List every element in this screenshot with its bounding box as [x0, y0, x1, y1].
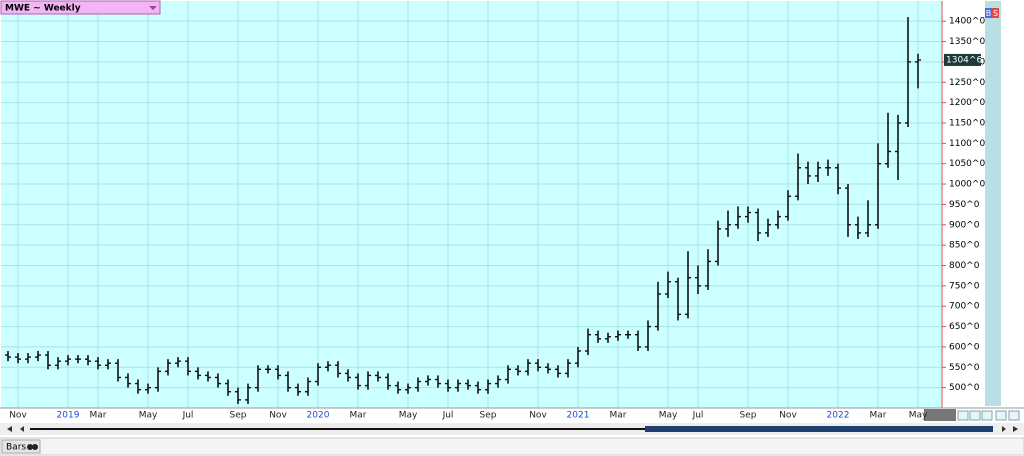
sell-label[interactable]: S	[993, 9, 998, 18]
y-tick-label: 1350^0	[949, 37, 985, 47]
last-price-label: 1304^6	[946, 55, 982, 65]
x-tick-label: Mar	[350, 411, 367, 421]
x-tick-label: Jul	[182, 411, 194, 421]
x-tick-label: 2022	[827, 411, 850, 421]
x-tick-label: Nov	[269, 411, 287, 421]
x-tick-label: Mar	[610, 411, 627, 421]
x-tick-label: Mar	[870, 411, 887, 421]
x-tick-label: Sep	[230, 411, 247, 421]
x-tick-label: 2019	[57, 411, 80, 421]
x-tick-label: Mar	[90, 411, 107, 421]
tab-label[interactable]: Bars	[6, 443, 26, 453]
y-tick-label: 750^0	[949, 281, 980, 291]
y-tick-label: 700^0	[949, 302, 980, 312]
scroll-right[interactable]	[1013, 426, 1018, 432]
grid	[1, 1, 942, 408]
dropdown-arrow[interactable]	[149, 6, 157, 10]
symbol-box[interactable]	[0, 0, 161, 15]
y-tick-label: 850^0	[949, 241, 980, 251]
chart-title: MWE ~ Weekly	[5, 4, 81, 14]
x-tick-label: Nov	[9, 411, 27, 421]
x-tick-label: May	[399, 411, 418, 421]
y-tick-label: 650^0	[949, 322, 980, 332]
x-tick-label: May	[659, 411, 678, 421]
x-tick-label: May	[139, 411, 158, 421]
scroll-left[interactable]	[7, 426, 12, 432]
side-panel	[985, 1, 1001, 406]
x-tick-label: Sep	[480, 411, 497, 421]
tab-bar	[0, 437, 1024, 456]
y-tick-label: 1000^0	[949, 180, 985, 190]
tab-icon	[27, 444, 33, 450]
y-tick-label: 1250^0	[949, 78, 985, 88]
tool-button[interactable]	[969, 410, 981, 421]
x-tick-label: May	[909, 411, 928, 421]
corner-box	[924, 409, 956, 421]
scroll-left[interactable]	[20, 426, 24, 432]
y-tick-label: 1100^0	[949, 139, 985, 149]
scroll-right[interactable]	[1002, 426, 1006, 432]
tool-button[interactable]	[1008, 410, 1020, 421]
x-tick-label: Sep	[740, 411, 757, 421]
buy-button[interactable]	[985, 8, 992, 18]
tool-button[interactable]	[981, 410, 993, 421]
x-tick-label: Nov	[529, 411, 547, 421]
bars	[5, 17, 921, 404]
x-tick-label: Nov	[779, 411, 797, 421]
y-tick-label: 500^0	[949, 383, 980, 393]
y-tick-label: 950^0	[949, 200, 980, 210]
y-tick-label: 1150^0	[949, 118, 985, 128]
x-tick-label: Jul	[692, 411, 704, 421]
x-tick-label: 2021	[567, 411, 590, 421]
last-price-box	[944, 53, 981, 66]
toolbar	[957, 410, 1020, 421]
y-tick-label: 1050^0	[949, 159, 985, 169]
sell-button[interactable]	[992, 8, 999, 18]
y-tick-label: 800^0	[949, 261, 980, 271]
y-tick-label: 550^0	[949, 363, 980, 373]
tool-button[interactable]	[995, 410, 1007, 421]
y-tick-label: 900^0	[949, 220, 980, 230]
y-tick-label: 1200^0	[949, 98, 985, 108]
buy-label[interactable]: B	[986, 9, 992, 18]
x-tick-label: Jul	[442, 411, 454, 421]
y-tick-label: 600^0	[949, 342, 980, 352]
y-tick-label: 1400^0	[949, 17, 985, 27]
scroll-thumb[interactable]	[645, 426, 993, 432]
tool-button[interactable]	[957, 410, 969, 421]
tab-icon	[32, 444, 38, 450]
x-tick-label: 2020	[307, 411, 330, 421]
